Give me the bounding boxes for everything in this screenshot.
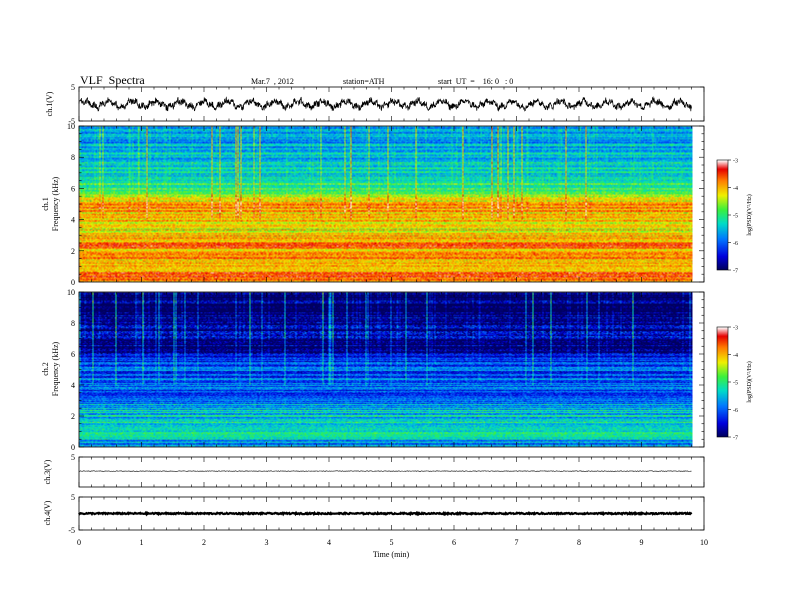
y-tick-label: -5 (68, 526, 75, 535)
y-tick-label: 4 (71, 216, 75, 225)
station-label: station=ATH (343, 77, 385, 86)
ch4-waveform-trace (78, 510, 693, 517)
y-tick-label: 5 (71, 493, 75, 502)
date-label: Mar.7 , 2012 (251, 77, 294, 86)
ch1-channel-label: ch.1 (41, 197, 50, 211)
x-tick-label: 6 (452, 538, 456, 547)
ch2-frequency-ylabel: Frequency (kHz) (51, 341, 60, 396)
colorbar-tick-label: -4 (733, 353, 738, 359)
ch3-waveform-trace (78, 470, 692, 472)
colorbar-tick-label: -5 (733, 214, 738, 220)
ch2-spectrogram-image (79, 292, 693, 447)
y-tick-label: 2 (71, 412, 75, 421)
colorbar-tick-label: -4 (733, 186, 738, 192)
ch2-colorbar (717, 327, 728, 437)
y-tick-label: 4 (71, 381, 75, 390)
colorbar-tick-label: -3 (733, 159, 738, 165)
ch1-waveform-ylabel: ch.1(V) (45, 91, 54, 116)
colorbar-tick-label: -7 (733, 436, 738, 442)
y-tick-label: 2 (71, 247, 75, 256)
colorbar-tick-label: -6 (733, 408, 738, 414)
y-tick-label: 10 (67, 122, 75, 131)
y-tick-label: 8 (71, 153, 75, 162)
x-tick-label: 0 (77, 538, 81, 547)
figure-title: VLF Spectra (80, 73, 145, 87)
colorbar-tick-label: -3 (733, 326, 738, 332)
x-tick-label: 2 (202, 538, 206, 547)
x-axis-label: Time (min) (373, 550, 410, 559)
colorbar-tick-label: -5 (733, 381, 738, 387)
y-tick-label: 6 (71, 184, 75, 193)
x-tick-label: 4 (327, 538, 331, 547)
y-tick-label: 0 (71, 443, 75, 452)
y-tick-label: 8 (71, 319, 75, 328)
x-tick-label: 8 (577, 538, 581, 547)
x-tick-label: 9 (640, 538, 644, 547)
ch1-waveform-trace (78, 96, 692, 112)
x-tick-label: 3 (265, 538, 269, 547)
y-tick-label: -5 (68, 117, 75, 126)
x-tick-label: 1 (140, 538, 144, 547)
ch4-waveform-ylabel: ch.4(V) (43, 500, 52, 525)
start-time-label: start UT = 16: 0 : 0 (438, 77, 514, 86)
x-tick-label: 5 (390, 538, 394, 547)
y-tick-label: 5 (71, 453, 75, 462)
ch1-frequency-ylabel: Frequency (kHz) (51, 176, 60, 231)
colorbar-tick-label: -6 (733, 241, 738, 247)
y-tick-label: 10 (67, 288, 75, 297)
x-tick-label: 10 (700, 538, 708, 547)
ch1-colorbar (717, 160, 728, 270)
colorbar-tick-label: -7 (733, 269, 738, 275)
y-tick-label: 0 (71, 278, 75, 287)
ch1-spectrogram-image (79, 126, 693, 282)
ch2-channel-label: ch.2 (41, 362, 50, 376)
x-tick-label: 7 (515, 538, 519, 547)
ch1-colorbar-label: log(PSD)(V²/Hz) (746, 194, 753, 235)
ch2-colorbar-label: log(PSD)(V²/Hz) (746, 361, 753, 402)
ch3-waveform-ylabel: ch.3(V) (43, 459, 52, 484)
y-tick-label: 6 (71, 350, 75, 359)
y-tick-label: 5 (71, 83, 75, 92)
